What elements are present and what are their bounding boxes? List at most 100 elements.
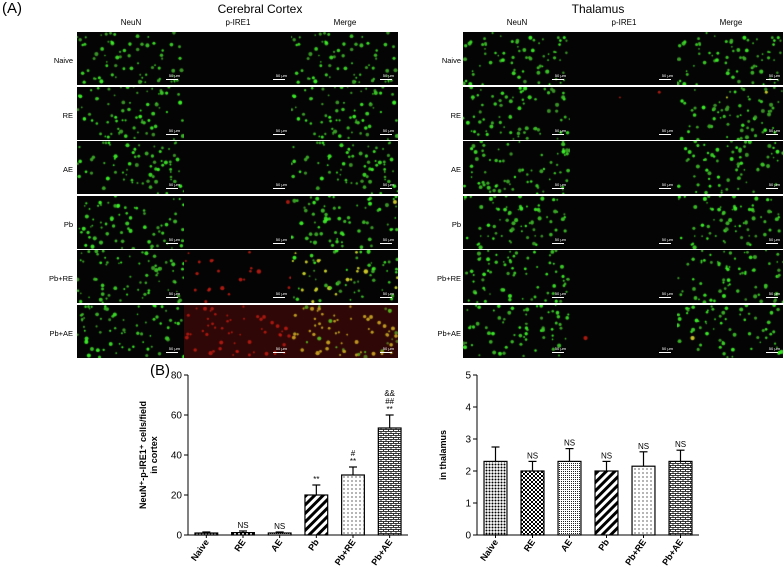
- micrograph-merge-naive: 50 μm: [291, 32, 398, 85]
- micrograph-merge-pb: 50 μm: [291, 195, 398, 249]
- micrograph-p-ire1-naive: 50 μm: [184, 32, 291, 85]
- scale-bar: [766, 188, 778, 190]
- bar-pb-ae: [377, 427, 402, 536]
- scale-bar: [659, 352, 671, 353]
- scale-bar: [273, 133, 285, 135]
- scale-bar-label: 50 μm: [382, 127, 394, 133]
- bar-re: [231, 532, 255, 536]
- significance-label: NS: [527, 451, 538, 460]
- scale-bar-label: 50 μm: [168, 127, 180, 133]
- micrograph-merge-pb-ae: 50 μm: [677, 305, 783, 358]
- x-tick-label: AE: [269, 537, 284, 553]
- micrograph-p-ire1-ae: 50 μm: [184, 141, 291, 195]
- scale-bar: [273, 188, 285, 190]
- micrograph-merge-pb-re: 50 μm: [677, 250, 783, 304]
- x-tick-label: RE: [522, 537, 537, 553]
- micrograph-neun-pb: 50 μm: [463, 195, 570, 249]
- micrograph-neun-ae: 50 μm: [77, 141, 184, 195]
- y-tick-label: 80: [171, 371, 183, 382]
- row-label-naive: Naive: [441, 56, 461, 65]
- scale-bar: [766, 79, 778, 80]
- row-label-pb-re: Pb+RE: [437, 274, 461, 284]
- scale-bar-label: 50 μm: [554, 346, 566, 351]
- significance-label: &&: [384, 389, 395, 398]
- x-tick-label: AE: [559, 537, 574, 553]
- y-tick-label: 40: [171, 451, 183, 462]
- row-label-pb-re: Pb+RE: [49, 274, 73, 284]
- row-label-ae: AE: [62, 165, 73, 175]
- bar-naive: [483, 460, 508, 536]
- micrograph-p-ire1-pb-ae: 50 μm: [184, 305, 291, 358]
- micrograph-merge-pb: 50 μm: [677, 195, 783, 249]
- scale-bar: [380, 188, 392, 190]
- scale-bar: [166, 352, 178, 353]
- scale-bar: [766, 352, 778, 353]
- thalamus-bar-chart: 0 1 2 3 4 5 NeuN⁺-p-IRE1⁺ cells/fieldin thalam…: [438, 371, 699, 567]
- scale-bar-label: 50 μm: [554, 127, 566, 133]
- scale-bar-label: 50 μm: [554, 182, 566, 188]
- row-label-ae: AE: [450, 165, 461, 175]
- scale-bar: [166, 242, 178, 244]
- scale-bar-label: 50 μm: [661, 182, 673, 188]
- bar-re: [520, 470, 545, 536]
- y-tick-label: 2: [465, 467, 471, 478]
- micrograph-p-ire1-re: 50 μm: [184, 86, 291, 140]
- scale-bar-label: 50 μm: [554, 291, 566, 297]
- x-tick-label: Naive: [478, 537, 500, 562]
- y-tick-label: 3: [465, 435, 471, 446]
- micrograph-neun-naive: 50 μm: [463, 32, 570, 85]
- micrograph-neun-re: 50 μm: [463, 86, 570, 140]
- y-tick-label: 60: [171, 411, 183, 422]
- significance-label: NS: [564, 439, 575, 448]
- scale-bar-label: 50 μm: [768, 291, 780, 297]
- scale-bar: [166, 133, 178, 135]
- x-tick-label: Pb+RE: [623, 537, 648, 567]
- row-label-re: RE: [450, 110, 461, 120]
- row-label-pb-ae: Pb+AE: [437, 329, 461, 338]
- micrograph-merge-pb-ae: 50 μm: [291, 305, 398, 358]
- scale-bar-label: 50 μm: [661, 127, 673, 133]
- micrograph-p-ire1-pb-ae: 50 μm: [570, 305, 677, 358]
- scale-bar-label: 50 μm: [661, 73, 673, 78]
- scale-bar: [552, 133, 564, 135]
- scale-bar: [552, 297, 564, 299]
- micrograph-neun-re: 50 μm: [77, 86, 184, 140]
- micrograph-merge-ae: 50 μm: [291, 141, 398, 195]
- bar-pb-re: [341, 474, 365, 536]
- bar-ae: [557, 460, 582, 536]
- y-tick-label: 1: [465, 499, 471, 510]
- scale-bar-label: 50 μm: [768, 73, 780, 78]
- x-tick-label: Pb+RE: [333, 537, 358, 567]
- scale-bar: [273, 79, 285, 80]
- x-tick-label: RE: [232, 537, 247, 553]
- scale-bar-label: 50 μm: [275, 182, 287, 188]
- row-label-pb-ae: Pb+AE: [49, 329, 73, 338]
- scale-bar: [766, 242, 778, 244]
- scale-bar: [166, 188, 178, 190]
- x-tick-label: Pb: [306, 537, 321, 553]
- scale-bar: [552, 242, 564, 244]
- scale-bar: [659, 188, 671, 190]
- scale-bar-label: 50 μm: [168, 236, 180, 242]
- significance-label: **: [350, 457, 356, 466]
- scale-bar: [766, 297, 778, 299]
- scale-bar: [552, 188, 564, 190]
- scale-bar-label: 50 μm: [382, 346, 394, 351]
- bar-pb-re: [631, 465, 656, 536]
- thalamus-col-neun: NeuN: [506, 18, 528, 27]
- bar-pb: [304, 494, 329, 536]
- scale-bar: [659, 133, 671, 135]
- y-tick-label: 20: [171, 491, 183, 502]
- scale-bar: [273, 352, 285, 353]
- scale-bar: [380, 242, 392, 244]
- micrograph-merge-ae: 50 μm: [677, 141, 783, 195]
- scale-bar-label: 50 μm: [168, 291, 180, 297]
- micrograph-neun-pb-ae: 50 μm: [77, 305, 184, 358]
- micrograph-merge-pb-re: 50 μm: [291, 250, 398, 304]
- micrograph-neun-pb-re: 50 μm: [77, 250, 184, 304]
- thalamus-col-merge: Merge: [719, 18, 743, 27]
- scale-bar: [166, 79, 178, 80]
- scale-bar: [380, 352, 392, 353]
- x-tick-label: Pb+AE: [369, 537, 394, 567]
- significance-label: NS: [675, 440, 686, 449]
